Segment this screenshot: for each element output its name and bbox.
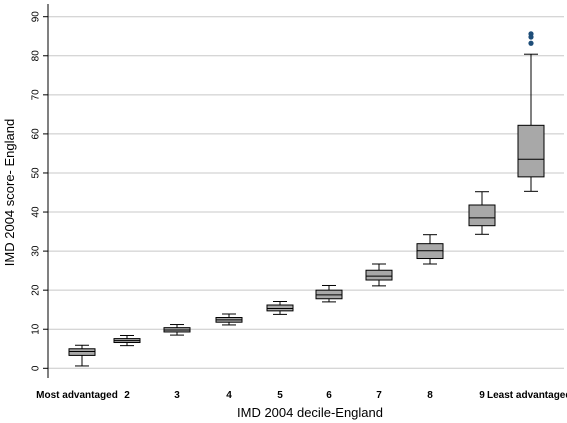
box-iqr [266, 304, 294, 312]
box-iqr [68, 348, 96, 356]
boxes [68, 31, 545, 367]
box-7 [365, 263, 393, 287]
box-iqr [517, 124, 545, 178]
y-tick-label: 50 [31, 167, 42, 179]
x-tick-label: Most advantaged [36, 390, 118, 401]
x-tick-label: 2 [124, 390, 130, 401]
x-tick-label: 6 [326, 390, 332, 401]
box-5 [266, 300, 294, 315]
box-iqr [468, 204, 496, 227]
x-tick-label: 7 [376, 390, 382, 401]
box-1 [68, 344, 96, 367]
x-tick-label: 5 [277, 390, 283, 401]
y-tick-label: 70 [31, 89, 42, 101]
gridlines [48, 16, 564, 369]
box-4 [215, 313, 243, 326]
box-6 [315, 284, 343, 303]
y-tick-label: 20 [31, 284, 42, 296]
x-axis-title: IMD 2004 decile-England [237, 405, 383, 420]
x-tick-label: 8 [427, 390, 433, 401]
box-3 [163, 324, 191, 336]
y-tick-label: 60 [31, 128, 42, 140]
y-tick-label: 0 [31, 365, 42, 371]
box-8 [416, 234, 444, 265]
box-10 [517, 31, 545, 192]
x-tick-label: 4 [226, 390, 232, 401]
box-2 [113, 334, 141, 347]
y-axis-title: IMD 2004 score- England [2, 119, 17, 266]
outlier-point [528, 31, 534, 37]
y-tick-label: 30 [31, 245, 42, 257]
y-tick-label: 10 [31, 323, 42, 335]
y-tick-label: 80 [31, 50, 42, 62]
x-tick-label: 9 [479, 390, 485, 401]
y-axis-ticks: 0 10 20 30 40 50 60 70 80 90 [31, 11, 48, 371]
box-iqr [365, 269, 393, 281]
x-axis-tick-labels: Most advantaged 2 3 4 5 6 7 8 9 Least advantaged [36, 390, 567, 401]
x-tick-label: 3 [174, 390, 180, 401]
box-9 [468, 191, 496, 235]
y-tick-label: 40 [31, 206, 42, 218]
outlier-point [528, 40, 534, 46]
x-tick-label: Least advantaged [487, 390, 567, 401]
y-tick-label: 90 [31, 11, 42, 23]
